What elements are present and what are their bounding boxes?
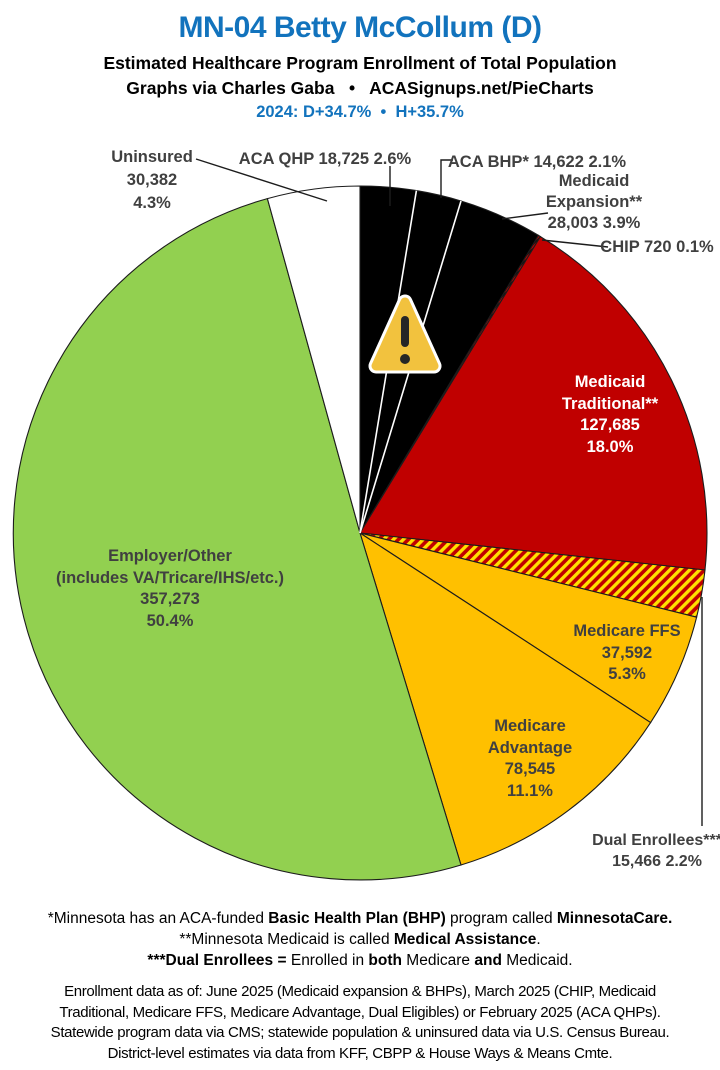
page-title: MN-04 Betty McCollum (D) xyxy=(178,11,542,44)
pie-slice-employer xyxy=(12,197,462,881)
chart-attribution: Graphs via Charles Gaba • ACASignups.net… xyxy=(126,78,594,98)
label-dual-enrollees: Dual Enrollees*** 15,466 2.2% xyxy=(592,832,720,870)
label-uninsured: Uninsured 30,382 4.3% xyxy=(111,148,193,212)
label-medicaid-traditional: Medicaid Traditional** 127,685 18.0% xyxy=(561,373,659,456)
pie-slice-medicaid_traditional xyxy=(359,235,708,571)
partisan-lean-line: 2024: D+34.7% • H+35.7% xyxy=(256,103,464,121)
label-medicare-advantage: Medicare Advantage 78,545 11.1% xyxy=(487,717,573,800)
label-medicaid-expansion: Medicaid Expansion** 28,003 3.9% xyxy=(545,172,643,232)
footnotes: *Minnesota has an ACA-funded Basic Healt… xyxy=(0,908,720,971)
warning-triangle-icon xyxy=(368,294,442,374)
chart-subtitle: Estimated Healthcare Program Enrollment … xyxy=(103,53,617,73)
leader-line-chip xyxy=(541,239,609,248)
label-employer-other: Employer/Other (includes VA/Tricare/IHS/e… xyxy=(55,547,285,630)
label-aca-qhp: ACA QHP 18,725 2.6% xyxy=(238,150,412,168)
label-medicare-ffs: Medicare FFS 37,592 5.3% xyxy=(573,622,681,683)
pie-slice-uninsured xyxy=(266,185,361,534)
source-note: Enrollment data as of: June 2025 (Medica… xyxy=(50,983,670,1062)
footnote-bhp: *Minnesota has an ACA-funded Basic Healt… xyxy=(47,910,673,927)
footnote-medicaid: **Minnesota Medicaid is called Medical A… xyxy=(179,931,541,948)
leader-line-uninsured xyxy=(195,158,328,202)
pie-slice-medicare_advantage xyxy=(359,531,652,866)
leader-line-aca_bhp xyxy=(440,159,453,198)
label-aca-bhp: ACA BHP* 14,622 2.1% xyxy=(447,153,627,171)
leader-line-medicaid_expansion xyxy=(501,212,549,220)
footnote-dual: ***Dual Enrollees = Enrolled in both Med… xyxy=(147,952,573,969)
label-chip: CHIP 720 0.1% xyxy=(600,238,714,256)
